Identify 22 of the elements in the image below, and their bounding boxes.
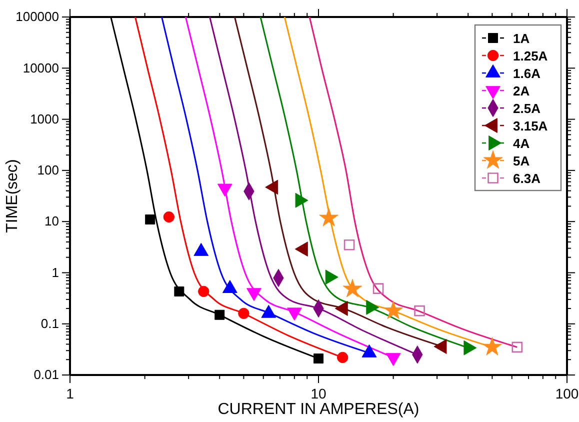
y-tick-label: 100	[37, 162, 59, 178]
legend-label: 5A	[513, 154, 530, 168]
legend-label: 2.5A	[513, 101, 542, 116]
y-tick-label: 0.1	[40, 316, 59, 332]
x-axis-title: CURRENT IN AMPERES(A)	[218, 401, 420, 418]
y-tick-label: 100000	[16, 9, 59, 24]
x-tick-label: 10	[310, 386, 326, 402]
y-tick-label: 1	[52, 264, 59, 280]
y-tick-label: 10	[44, 214, 59, 229]
legend-label: 4A	[513, 136, 530, 151]
y-tick-label: 0.01	[34, 367, 59, 382]
legend-label: 3.15A	[513, 118, 548, 134]
x-tick-label: 100	[555, 386, 579, 402]
legend-label: 1.25A	[513, 48, 548, 64]
legend-label: 2A	[513, 84, 530, 98]
legend-label: 1A	[513, 31, 530, 46]
x-tick-label: 1	[66, 386, 74, 402]
legend-label: 1.6A	[513, 66, 542, 81]
y-tick-label: 1000	[30, 111, 59, 126]
legend-label: 6.3A	[513, 171, 542, 186]
y-axis-title: TIME(sec)	[4, 159, 21, 233]
y-tick-label: 10000	[22, 60, 59, 76]
